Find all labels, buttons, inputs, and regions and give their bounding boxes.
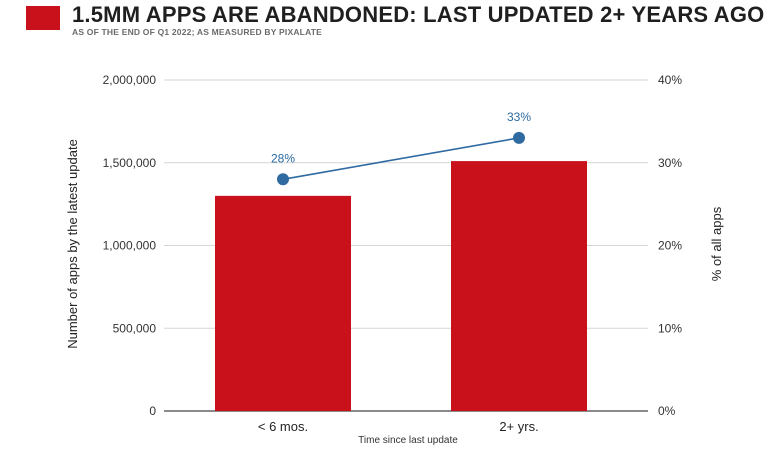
x-axis-title: Time since last update xyxy=(358,435,458,446)
y2-tick-label: 10% xyxy=(658,321,682,335)
chart-title: 1.5MM APPS ARE ABANDONED: LAST UPDATED 2… xyxy=(72,2,765,27)
y-tick-label: 500,000 xyxy=(113,321,157,335)
y2-axis-title: % of all apps xyxy=(709,206,724,281)
y-tick-label: 2,000,000 xyxy=(103,73,157,87)
line-point xyxy=(277,173,289,186)
category-labels: < 6 mos. 2+ yrs. xyxy=(258,419,539,434)
y-tick-label: 0 xyxy=(149,404,156,418)
data-label: 33% xyxy=(507,110,531,124)
y2-tick-label: 0% xyxy=(658,404,676,418)
percent-line: 28% 33% xyxy=(271,110,531,186)
y2-tick-label: 40% xyxy=(658,73,682,87)
y2-tick-label: 20% xyxy=(658,239,682,253)
bars xyxy=(215,161,587,411)
y-axis-title: Number of apps by the latest update xyxy=(65,139,80,349)
y-tick-label: 1,000,000 xyxy=(103,239,157,253)
y2-tick-label: 30% xyxy=(658,156,682,170)
category-label: < 6 mos. xyxy=(258,419,308,434)
chart-subtitle: AS OF THE END OF Q1 2022; AS MEASURED BY… xyxy=(72,27,323,37)
category-label: 2+ yrs. xyxy=(499,419,538,434)
series-line xyxy=(282,137,520,181)
bar xyxy=(215,195,351,411)
data-label: 28% xyxy=(271,151,295,165)
tick-labels: 0 0% 500,000 10% 1,000,000 20% 1,500,000 30% 2,0… xyxy=(103,73,683,418)
bar xyxy=(451,161,587,411)
y-tick-label: 1,500,000 xyxy=(103,156,157,170)
brand-block xyxy=(26,6,60,30)
line-point xyxy=(513,131,525,144)
